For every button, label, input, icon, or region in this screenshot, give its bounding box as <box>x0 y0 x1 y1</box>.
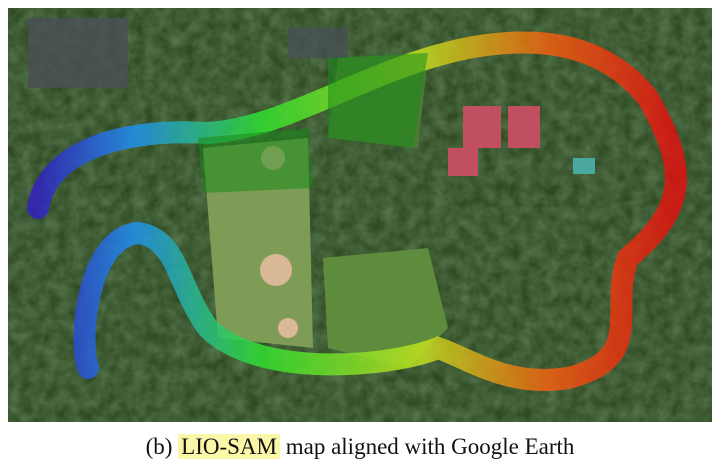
buildings <box>28 18 348 88</box>
caption-highlight: LIO-SAM <box>178 434 280 459</box>
caption-text: map aligned with Google Earth <box>285 434 575 459</box>
green-point-patches <box>198 53 428 193</box>
figure-caption: (b) LIO-SAM map aligned with Google Eart… <box>0 434 720 460</box>
tennis-courts <box>448 106 595 176</box>
satellite-map-figure <box>8 8 712 422</box>
caption-label: (b) <box>145 434 173 459</box>
point-cloud-track <box>27 31 687 391</box>
